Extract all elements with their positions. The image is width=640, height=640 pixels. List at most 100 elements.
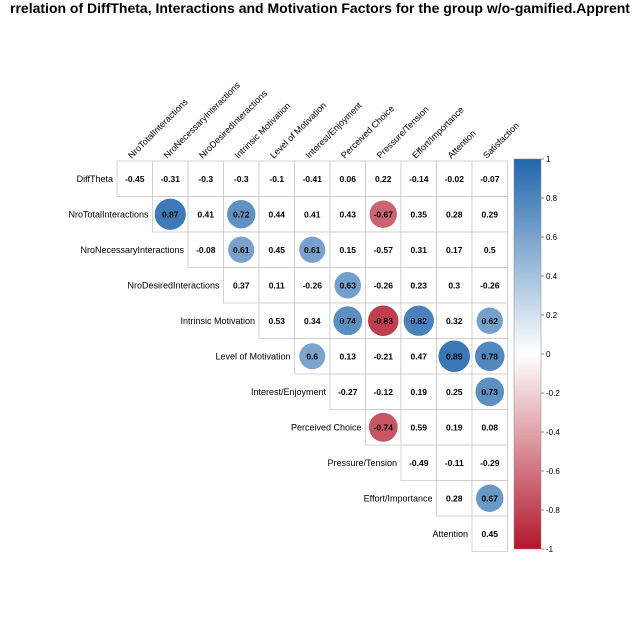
matrix-cell <box>365 231 402 268</box>
correlation-value-label: 0.78 <box>481 351 498 361</box>
correlation-value-label: -0.11 <box>445 458 464 468</box>
correlation-value-label: 0.61 <box>304 245 321 255</box>
matrix-cell <box>294 302 331 339</box>
matrix-cell <box>152 160 189 197</box>
row-labels: DiffTheta NroTotalInteractions NroNecessar… <box>68 174 468 539</box>
correlation-value-label: 0.17 <box>446 245 463 255</box>
correlation-value-label: -0.08 <box>196 245 216 255</box>
correlation-value-label: 0.11 <box>269 280 285 290</box>
correlation-value-label: -0.07 <box>480 174 500 184</box>
matrix-cell <box>436 480 473 517</box>
correlation-value-label: 0.28 <box>446 493 463 503</box>
matrix-cell <box>471 444 508 481</box>
matrix-cell <box>471 196 508 233</box>
correlation-value-label: -0.41 <box>303 174 323 184</box>
correlation-circle <box>476 484 504 512</box>
matrix-cell <box>365 160 402 197</box>
correlation-value-label: 0.5 <box>484 245 496 255</box>
column-labels: NroTotalInteractionsNroNecessaryInteract… <box>126 80 521 161</box>
colorbar-gradient <box>513 158 542 550</box>
matrix-cell <box>294 160 331 197</box>
colorbar-tick-label: -0.2 <box>546 389 560 398</box>
correlation-value-label: 0.15 <box>339 245 356 255</box>
column-label: NroTotalInteractions <box>126 96 190 160</box>
matrix-cell <box>436 267 473 304</box>
matrix-cell <box>400 338 437 375</box>
correlation-value-label: -0.27 <box>338 387 358 397</box>
correlation-value-label: 0.41 <box>304 209 321 219</box>
correlation-value-label: -0.3 <box>234 174 249 184</box>
matrix-cell <box>471 160 508 197</box>
color-legend: 1 0.8 0.6 0.4 0.2 0 -0.2 -0.4 -0.6 -0.8 -1 <box>513 155 560 554</box>
matrix-cell <box>365 338 402 375</box>
correlation-circle <box>154 198 186 230</box>
correlation-value-label: -0.45 <box>125 174 145 184</box>
correlation-value-label: 0.3 <box>448 280 460 290</box>
correlation-value-label: 0.19 <box>410 387 427 397</box>
colorbar-tick-label: 0.2 <box>546 311 558 320</box>
correlation-value-label: -0.26 <box>303 280 323 290</box>
correlation-value-label: -0.1 <box>269 174 284 184</box>
correlation-value-label: 0.89 <box>446 351 463 361</box>
row-label: NroTotalInteractions <box>68 209 149 219</box>
matrix-cell <box>294 267 331 304</box>
correlation-circle <box>227 200 256 229</box>
colorbar-tick-label: -0.6 <box>546 467 560 476</box>
correlation-value-label: 0.32 <box>446 316 463 326</box>
correlation-value-label: 0.62 <box>481 316 498 326</box>
correlation-value-label: -0.21 <box>374 351 394 361</box>
correlation-value-label: 0.59 <box>410 422 427 432</box>
colorbar-tick-label: -0.4 <box>546 428 560 437</box>
correlation-value-label: -0.74 <box>374 422 394 432</box>
correlation-value-label: 0.47 <box>410 351 427 361</box>
correlation-value-label: 0.72 <box>233 209 250 219</box>
column-label: Satisfaction <box>481 120 521 160</box>
column-label: Attention <box>446 128 478 160</box>
correlation-value-label: -0.57 <box>374 245 394 255</box>
row-label: DiffTheta <box>77 174 113 184</box>
correlation-value-label: -0.14 <box>409 174 429 184</box>
correlation-value-label: 0.73 <box>481 387 498 397</box>
matrix-cell <box>471 515 508 552</box>
correlation-value-label: 0.28 <box>446 209 463 219</box>
correlation-value-label: -0.3 <box>198 174 213 184</box>
matrix-cell <box>436 196 473 233</box>
row-label: NroDesiredInteractions <box>127 280 220 290</box>
correlation-value-label: 0.45 <box>268 245 285 255</box>
row-label: Attention <box>432 529 468 539</box>
correlation-value-label: 0.67 <box>481 493 498 503</box>
matrix-grid: -0.45 -0.31 -0.3 -0.3 -0.1 -0.41 0.06 0.22 -0.14… <box>116 160 508 552</box>
matrix-cell <box>187 196 224 233</box>
correlation-value-label: 0.44 <box>268 209 285 219</box>
correlation-value-label: 0.82 <box>410 316 427 326</box>
correlation-circle <box>333 306 363 336</box>
chart-title: rrelation of DiffTheta, Interactions and… <box>10 0 630 16</box>
correlation-value-label: 0.23 <box>410 280 427 290</box>
correlation-value-label: 0.06 <box>339 174 356 184</box>
correlation-circle <box>474 341 505 372</box>
correlation-circle <box>476 307 503 334</box>
matrix-cell <box>258 231 295 268</box>
matrix-cell <box>471 409 508 446</box>
correlation-value-label: 0.25 <box>446 387 463 397</box>
matrix-cell <box>436 444 473 481</box>
matrix-cell <box>400 373 437 410</box>
correlation-value-label: 0.43 <box>339 209 356 219</box>
row-label: Intrinsic Motivation <box>180 316 255 326</box>
correlation-value-label: 0.29 <box>481 209 498 219</box>
colorbar-tick-label: 0.4 <box>546 272 558 281</box>
colorbar-tick-label: 0.8 <box>546 194 558 203</box>
correlation-value-label: 0.35 <box>410 209 427 219</box>
correlation-value-label: 0.6 <box>306 351 318 361</box>
matrix-cell <box>329 373 366 410</box>
colorbar-tick-label: 1 <box>546 155 551 164</box>
correlation-value-label: 0.45 <box>481 529 498 539</box>
correlation-value-label: 0.31 <box>410 245 427 255</box>
correlation-value-label: -0.31 <box>161 174 181 184</box>
correlation-circle <box>334 271 362 299</box>
correlation-circle <box>438 340 471 373</box>
correlation-value-label: 0.22 <box>375 174 392 184</box>
column-label: NroDesiredInteractions <box>197 88 270 161</box>
row-label: Effort/Importance <box>364 493 433 503</box>
